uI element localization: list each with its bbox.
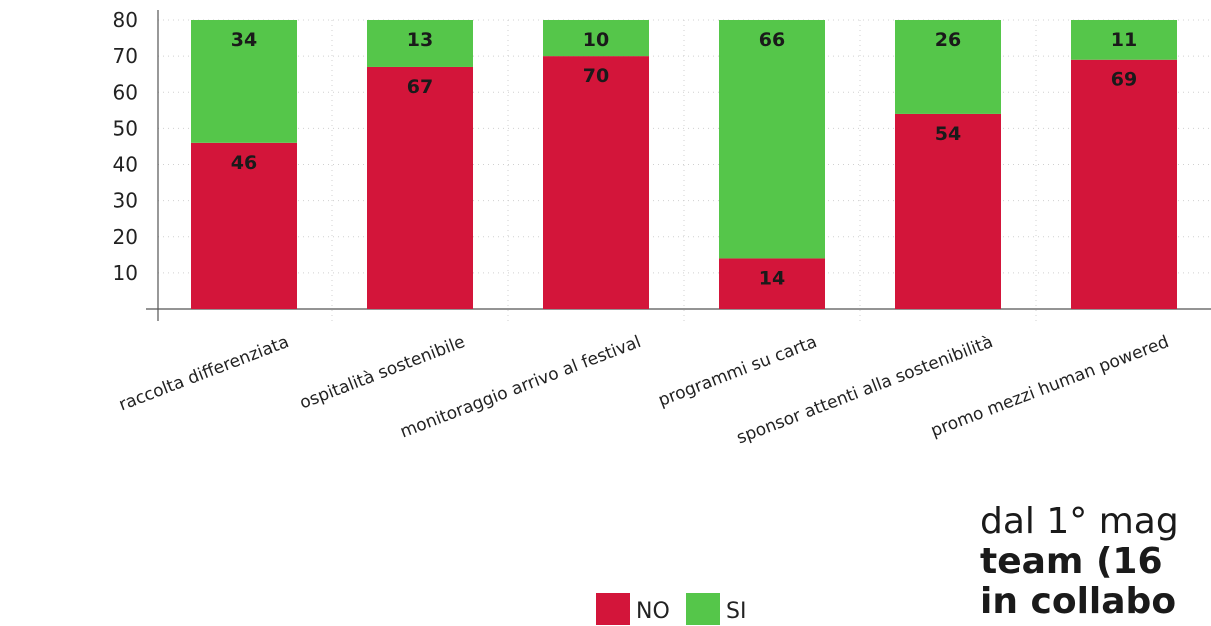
- data-label-si: 26: [935, 29, 961, 51]
- data-label-no: 70: [583, 65, 609, 87]
- data-labels: 46 34 67 13 70 10 14 66 54 26 69 11: [231, 29, 1137, 289]
- data-label-no: 69: [1111, 69, 1137, 91]
- data-label-no: 67: [407, 76, 433, 98]
- side-text-line-2: team (16: [980, 541, 1163, 582]
- legend-swatch-si: [686, 593, 720, 625]
- bar-segment-no: [895, 113, 1001, 309]
- chart-grid: [158, 19, 1211, 321]
- y-tick-label: 50: [113, 116, 138, 140]
- data-label-si: 34: [231, 29, 257, 51]
- chart-legend: NO SI: [596, 593, 746, 625]
- x-tick-label: raccolta differenziata: [116, 332, 292, 415]
- legend-label-si: SI: [726, 599, 746, 624]
- bar-segment-no: [1071, 59, 1177, 309]
- bar-segment-no: [191, 142, 297, 309]
- y-tick-label: 80: [113, 8, 138, 32]
- data-label-si: 66: [759, 29, 785, 51]
- y-tick-label: 60: [113, 80, 138, 104]
- x-axis-ticks: raccolta differenziata ospitalità sosteni…: [116, 332, 1172, 448]
- x-tick-label: ospitalità sostenibile: [297, 332, 468, 413]
- bar-segment-si: [543, 20, 649, 57]
- bar-segment-si: [367, 20, 473, 67]
- chart-bars: [191, 20, 1177, 310]
- legend-swatch-no: [596, 593, 630, 625]
- y-tick-label: 10: [113, 261, 138, 285]
- y-tick-label: 20: [113, 225, 138, 249]
- y-tick-label: 70: [113, 44, 138, 68]
- bar-segment-si: [719, 20, 825, 259]
- y-axis-ticks: 10 20 30 40 50 60 70 80: [113, 8, 138, 285]
- data-label-si: 11: [1111, 29, 1137, 51]
- y-tick-label: 30: [113, 189, 138, 213]
- x-tick-label: programmi su carta: [656, 332, 820, 411]
- bar-segment-si: [1071, 20, 1177, 60]
- side-text-line-1: dal 1° mag: [980, 502, 1179, 542]
- y-tick-label: 40: [113, 153, 138, 177]
- data-label-no: 46: [231, 152, 257, 174]
- data-label-si: 10: [583, 29, 609, 51]
- legend-label-no: NO: [636, 599, 670, 624]
- bar-segment-no: [367, 66, 473, 310]
- bar-segment-si: [191, 20, 297, 143]
- data-label-no: 54: [935, 123, 961, 145]
- chart-axes: [146, 10, 1211, 321]
- side-text-fragment: dal 1° mag team (16 in collabo: [980, 502, 1211, 626]
- bar-segment-no: [543, 56, 649, 309]
- side-text-line-3: in collabo: [980, 581, 1177, 622]
- data-label-no: 14: [759, 267, 785, 289]
- bar-segment-no: [719, 258, 825, 309]
- bar-segment-si: [895, 20, 1001, 114]
- data-label-si: 13: [407, 29, 433, 51]
